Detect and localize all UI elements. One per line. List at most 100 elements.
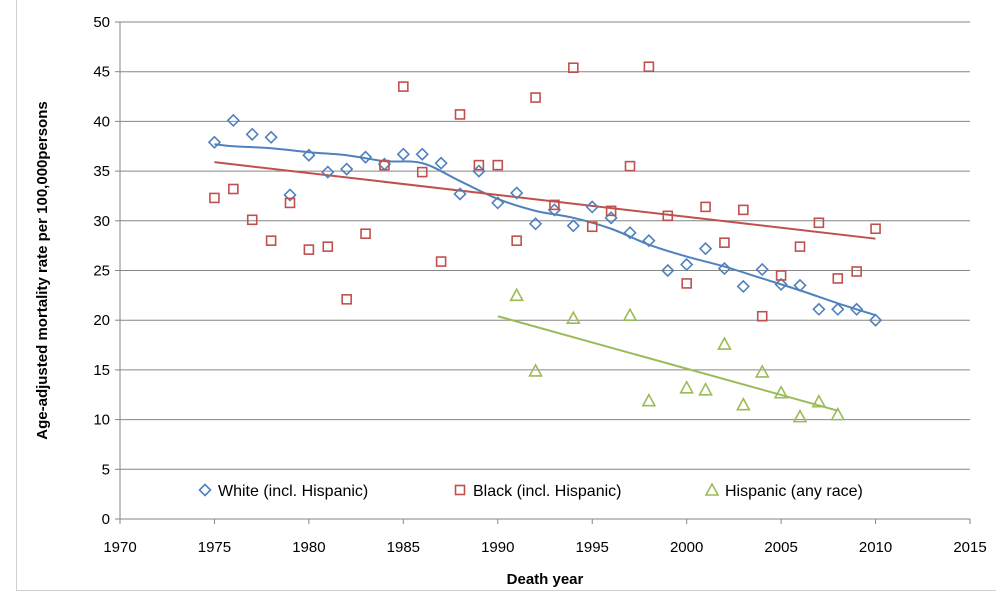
point-black-1982 [341,294,352,305]
legend: White (incl. Hispanic) Black (incl. Hisp… [198,482,863,500]
point-white-2008 [831,302,845,316]
trend-line-black [214,161,876,240]
legend-item-black: Black (incl. Hispanic) [454,483,621,500]
trend-line-hispanic [497,315,839,412]
y-tick-label-40: 40 [93,113,110,130]
point-white-2000 [680,257,694,272]
legend-marker-shape-white [198,483,212,497]
point-white-2009 [850,302,864,316]
legend-label-black: Black (incl. Hispanic) [473,483,621,500]
legend-marker-shape-black [454,484,466,496]
x-tick-label-1970: 1970 [103,539,136,556]
legend-marker-hispanic [704,482,720,496]
point-black-1992 [530,92,541,103]
x-tick-label-1990: 1990 [481,539,514,556]
point-white-1998 [642,234,656,248]
point-hispanic-1998 [641,393,657,407]
legend-label-hispanic: Hispanic (any race) [725,483,863,500]
point-white-1993 [547,203,562,217]
point-black-2006 [794,241,806,252]
point-black-2008 [832,273,844,284]
point-hispanic-1991 [509,287,525,302]
point-black-2005 [775,270,787,281]
y-tick-label-30: 30 [93,213,110,230]
tick-labels: 0 5 10 15 20 25 30 35 40 45 50 1970 1975 1980 1985 1990… [93,14,986,556]
point-black-1975 [209,192,220,204]
legend-label-white: White (incl. Hispanic) [218,483,368,500]
y-axis-title: Age-adjusted mortality rate per 100,000p… [34,101,51,439]
point-black-2010 [870,223,881,235]
point-black-1977 [246,214,258,226]
point-white-2007 [812,302,826,316]
point-hispanic-2003 [735,397,751,411]
point-white-1976 [226,113,240,128]
point-white-1999 [661,263,675,278]
grid-lines [120,21,970,470]
trend-line-white [214,143,876,317]
y-tick-label-15: 15 [93,362,110,379]
point-white-1979 [283,188,297,202]
point-hispanic-1997 [622,307,638,322]
point-black-1981 [322,241,334,252]
x-tick-label-1975: 1975 [198,539,231,556]
point-hispanic-2000 [679,380,695,394]
y-tick-label-20: 20 [93,312,110,329]
y-tick-label-50: 50 [93,14,110,31]
point-black-1984 [379,159,390,171]
point-white-1981 [321,165,335,179]
legend-marker-white [198,483,212,497]
point-white-2001 [698,242,713,256]
point-white-2006 [793,278,807,293]
point-white-2005 [774,277,788,292]
point-black-2003 [738,204,749,216]
point-hispanic-2006 [792,408,808,423]
point-hispanic-2005 [773,385,789,399]
point-black-1994 [568,62,579,74]
point-black-1991 [511,235,522,246]
point-black-1986 [416,166,428,178]
point-white-1985 [396,147,410,161]
point-white-2010 [868,313,883,327]
point-white-2002 [717,261,732,276]
axes [115,21,971,524]
point-black-2000 [681,278,692,289]
x-tick-label-1980: 1980 [292,539,325,556]
point-black-1978 [265,235,277,246]
point-white-2003 [736,279,750,294]
point-black-1997 [624,160,636,172]
y-tick-label-0: 0 [102,511,110,528]
data-points [207,61,883,423]
point-hispanic-2002 [717,336,732,350]
point-hispanic-2001 [698,382,713,396]
point-white-1997 [623,226,637,240]
point-black-1980 [303,244,315,255]
x-tick-label-2010: 2010 [859,539,892,556]
y-tick-label-35: 35 [93,163,110,180]
point-hispanic-2007 [811,394,827,408]
point-black-1999 [662,210,674,222]
y-tick-label-10: 10 [93,412,110,429]
point-black-2004 [756,310,768,322]
point-hispanic-1994 [565,310,581,325]
point-black-1990 [492,159,504,171]
x-tick-label-2015: 2015 [953,539,986,556]
legend-item-white: White (incl. Hispanic) [198,483,368,500]
point-black-1995 [586,221,598,233]
point-black-1985 [398,81,409,92]
point-white-1987 [434,156,448,170]
chart-frame [16,0,996,591]
point-white-1983 [358,150,373,164]
point-white-1992 [528,217,543,231]
point-black-2009 [851,266,862,277]
y-tick-label-5: 5 [102,461,110,478]
legend-marker-black [454,484,466,496]
point-white-1991 [510,186,524,200]
point-white-1975 [207,135,222,149]
point-white-1988 [453,187,467,201]
point-white-1986 [415,147,429,161]
point-white-1980 [302,148,316,162]
point-black-1979 [284,197,296,209]
point-black-1989 [473,159,485,171]
point-white-1995 [585,200,599,214]
